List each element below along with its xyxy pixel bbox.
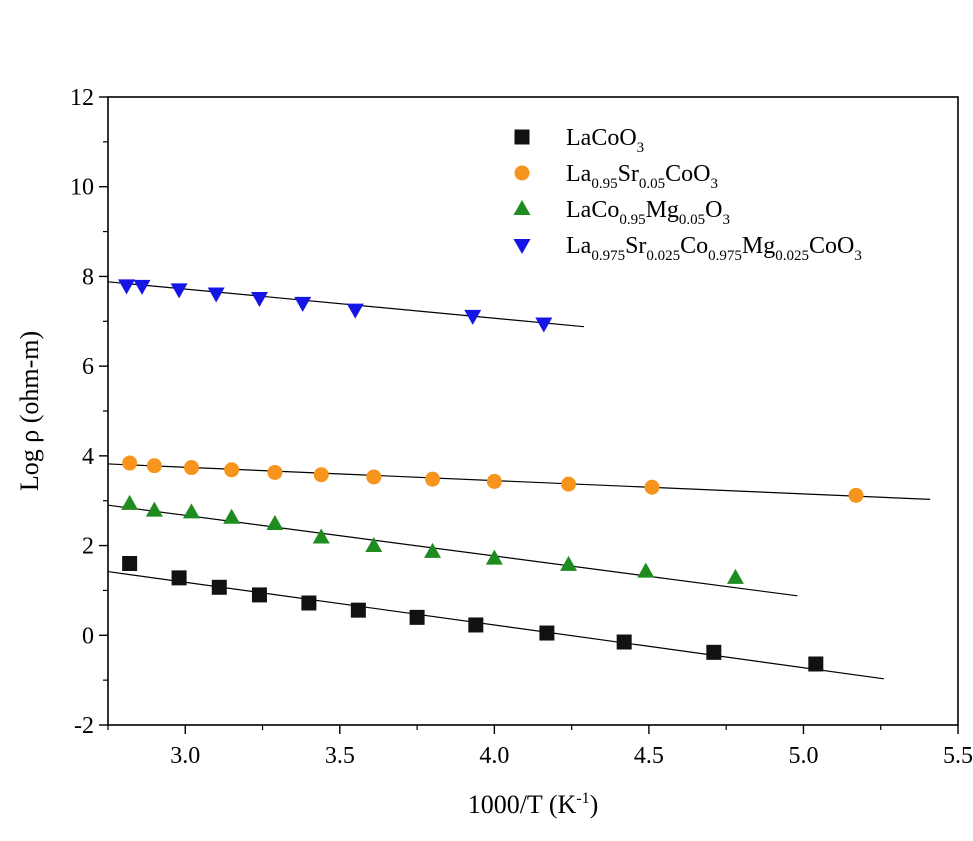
- y-tick-label: 6: [82, 354, 94, 380]
- data-point: [560, 555, 578, 571]
- series-2: [107, 455, 931, 503]
- data-point: [616, 634, 632, 650]
- data-point: [171, 570, 187, 586]
- series-3: [107, 494, 798, 597]
- x-tick-label: 4.5: [634, 743, 664, 769]
- y-tick-label: 4: [82, 444, 94, 470]
- data-point: [365, 537, 383, 553]
- y-tick-label: 0: [82, 623, 94, 649]
- legend-label: La0.975Sr0.025Co0.975Mg0.025CoO3: [566, 233, 862, 264]
- x-tick-label: 3.5: [325, 743, 355, 769]
- data-point: [313, 467, 329, 483]
- legend: LaCoO3 La0.95Sr0.05CoO3 LaCo0.95Mg0.05O3 La…: [513, 125, 862, 264]
- data-point: [848, 487, 864, 503]
- data-point: [468, 617, 484, 633]
- data-point: [133, 279, 151, 295]
- y-tick-label: 12: [70, 85, 94, 111]
- data-point: [267, 464, 283, 480]
- data-point: [294, 296, 312, 312]
- data-point: [122, 455, 138, 471]
- legend-marker: [513, 200, 531, 215]
- fit-line: [107, 504, 798, 597]
- axes: 3.0 3.5 4.0 4.5 5.0 5.5 -2 0 2 4 6 8 10 12: [70, 85, 973, 769]
- data-point: [535, 317, 553, 333]
- data-point: [350, 602, 366, 618]
- data-point: [211, 579, 227, 595]
- series-1: [107, 556, 884, 680]
- data-point: [346, 303, 364, 319]
- data-point: [485, 549, 503, 565]
- data-point: [250, 291, 268, 307]
- data-point: [539, 625, 555, 641]
- fit-line: [107, 570, 884, 680]
- fit-line: [107, 463, 931, 500]
- data-point: [266, 515, 284, 531]
- data-point: [183, 460, 199, 476]
- data-point: [145, 501, 163, 517]
- x-tick-label: 5.0: [788, 743, 818, 769]
- data-point: [207, 287, 225, 303]
- x-axis-label: 1000/T (K-1): [468, 790, 599, 819]
- x-tick-label: 3.0: [170, 743, 200, 769]
- data-point: [118, 279, 136, 295]
- y-tick-label: 10: [70, 175, 94, 201]
- legend-marker: [513, 239, 531, 254]
- data-point: [464, 309, 482, 325]
- legend-marker: [514, 165, 530, 181]
- legend-label: LaCoO3: [566, 125, 644, 156]
- y-tick-label: 2: [82, 534, 94, 560]
- data-point: [251, 587, 267, 603]
- x-tick-label: 5.5: [943, 743, 973, 769]
- y-tick-label: -2: [74, 713, 94, 739]
- data-point: [561, 476, 577, 492]
- data-point: [808, 656, 824, 672]
- x-tick-label: 4.0: [479, 743, 509, 769]
- data-point: [425, 471, 441, 487]
- data-point: [224, 462, 240, 478]
- data-point: [301, 595, 317, 611]
- data-point: [637, 562, 655, 578]
- fit-line: [107, 281, 585, 328]
- data-point: [121, 494, 139, 510]
- plot-area: [107, 279, 931, 680]
- data-point: [312, 528, 330, 544]
- series-4: [107, 279, 585, 333]
- legend-marker: [514, 129, 530, 145]
- data-point: [122, 556, 138, 572]
- data-point: [424, 542, 442, 558]
- data-point: [726, 568, 744, 584]
- y-tick-label: 8: [82, 264, 94, 290]
- data-point: [366, 469, 382, 485]
- data-point: [170, 283, 188, 299]
- data-point: [706, 644, 722, 660]
- data-point: [146, 458, 162, 474]
- data-point: [644, 479, 660, 495]
- data-point: [409, 609, 425, 625]
- data-point: [182, 503, 200, 519]
- data-point: [223, 508, 241, 524]
- y-axis-label: Log ρ (ohm-m): [15, 331, 44, 491]
- data-point: [486, 473, 502, 489]
- legend-label: La0.95Sr0.05CoO3: [566, 161, 718, 192]
- legend-label: LaCo0.95Mg0.05O3: [566, 197, 730, 228]
